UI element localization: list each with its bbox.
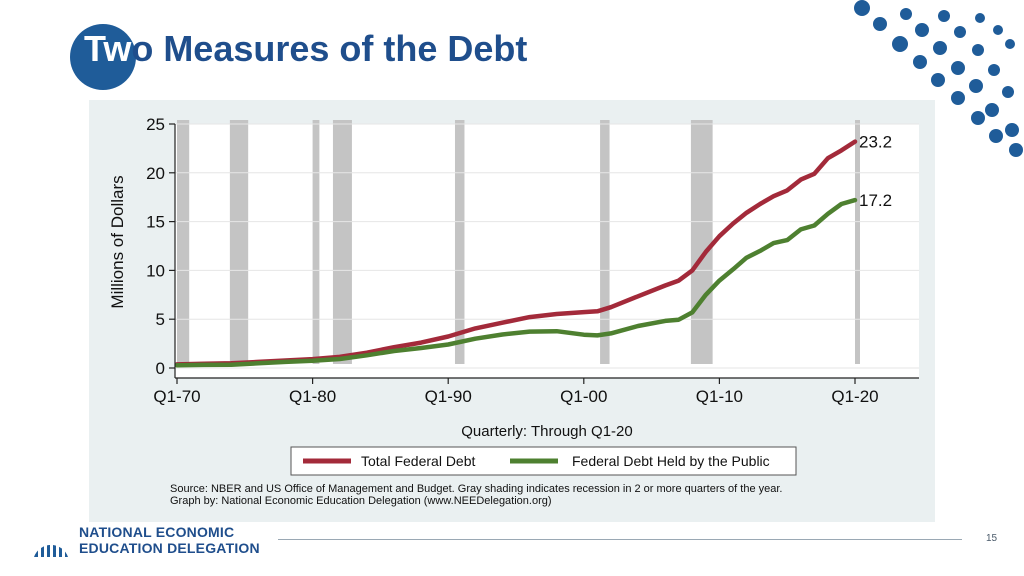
x-tick-label: Q1-20 [831, 387, 878, 406]
legend-label-total-debt: Total Federal Debt [361, 453, 476, 469]
decorative-dot [971, 111, 985, 125]
x-tick-label: Q1-70 [153, 387, 200, 406]
series-line-public-debt [174, 197, 858, 368]
recession-band [690, 120, 713, 364]
decorative-dot [951, 91, 965, 105]
decorative-dot [892, 36, 908, 52]
decorative-dot [1009, 143, 1023, 157]
decorative-dot [933, 41, 947, 55]
decorative-dot [1005, 123, 1019, 137]
logo-text: NATIONAL ECONOMIC EDUCATION DELEGATION [79, 524, 260, 556]
credit-note: Graph by: National Economic Education De… [170, 495, 552, 507]
decorative-dot [915, 23, 929, 37]
x-ticks: Q1-70 Q1-80 Q1-90 Q1-00 Q1-10 Q1-20 [153, 378, 879, 406]
decorative-dot [1005, 39, 1015, 49]
slide-title-rest: o Measures of the Debt [131, 28, 528, 69]
decorative-dot [854, 0, 870, 16]
legend: Total Federal Debt Federal Debt Held by … [290, 446, 797, 476]
y-tick-label: 0 [156, 359, 165, 378]
y-ticks: 0 5 10 15 20 25 [146, 115, 175, 378]
decorative-dot [938, 10, 950, 22]
x-tick-label: Q1-80 [289, 387, 336, 406]
decorative-dot [993, 25, 1003, 35]
logo-line-2: EDUCATION DELEGATION [79, 540, 260, 556]
footer-divider [278, 539, 962, 540]
recession-band [454, 120, 465, 364]
decorative-dot [975, 13, 985, 23]
source-note: Source: NBER and US Office of Management… [170, 483, 782, 495]
recession-band [600, 120, 610, 364]
recession-shading [177, 120, 860, 364]
x-tick-label: Q1-10 [696, 387, 743, 406]
decorative-dot [951, 61, 965, 75]
y-axis-title: Millions of Dollars [108, 175, 127, 308]
chart-panel: 0 5 10 15 20 25 Q1-70 Q1-80 Q1-90 Q1-00 Q1-10 Q1-2… [89, 100, 935, 522]
x-tick-label: Q1-90 [425, 387, 472, 406]
slide-title: Two Measures of the Debt [84, 28, 527, 70]
gridlines [175, 123, 919, 369]
y-tick-label: 20 [146, 164, 165, 183]
decorative-dot [954, 26, 966, 38]
decorative-dot [873, 17, 887, 31]
recession-band [312, 120, 320, 364]
y-tick-label: 15 [146, 213, 165, 232]
slide-title-first-letters: Tw [84, 28, 132, 69]
recession-band [855, 120, 860, 364]
plot-area [175, 124, 919, 378]
decorative-dot [969, 79, 983, 93]
title-circle-accent [70, 24, 136, 90]
y-tick-label: 10 [146, 261, 165, 280]
end-labels: 23.2 17.2 [859, 133, 892, 211]
series-lines [174, 139, 858, 368]
decorative-dot [988, 64, 1000, 76]
legend-label-public-debt: Federal Debt Held by the Public [572, 453, 770, 469]
decorative-dots [854, 0, 1023, 157]
page-number: 15 [986, 533, 998, 544]
debt-line-chart: 0 5 10 15 20 25 Q1-70 Q1-80 Q1-90 Q1-00 Q1-10 Q1-2… [108, 115, 919, 507]
x-axis-title: Quarterly: Through Q1-20 [461, 423, 632, 440]
decorative-dot [985, 103, 999, 117]
logo-line-1: NATIONAL ECONOMIC [79, 524, 235, 540]
recession-band [177, 120, 190, 364]
decorative-dot [931, 73, 945, 87]
recession-band [332, 120, 352, 364]
decorative-dot [900, 8, 912, 20]
decorative-dot [989, 129, 1003, 143]
x-tick-label: Q1-00 [560, 387, 607, 406]
decorative-dot [972, 44, 984, 56]
need-logo-icon [34, 535, 68, 557]
recession-band [229, 120, 249, 364]
y-tick-label: 5 [156, 310, 165, 329]
y-tick-label: 25 [146, 115, 165, 134]
decorative-dot [913, 55, 927, 69]
end-label-total-debt: 23.2 [859, 133, 892, 152]
axes [174, 124, 919, 379]
end-label-public-debt: 17.2 [859, 191, 892, 210]
decorative-dot [1002, 86, 1014, 98]
